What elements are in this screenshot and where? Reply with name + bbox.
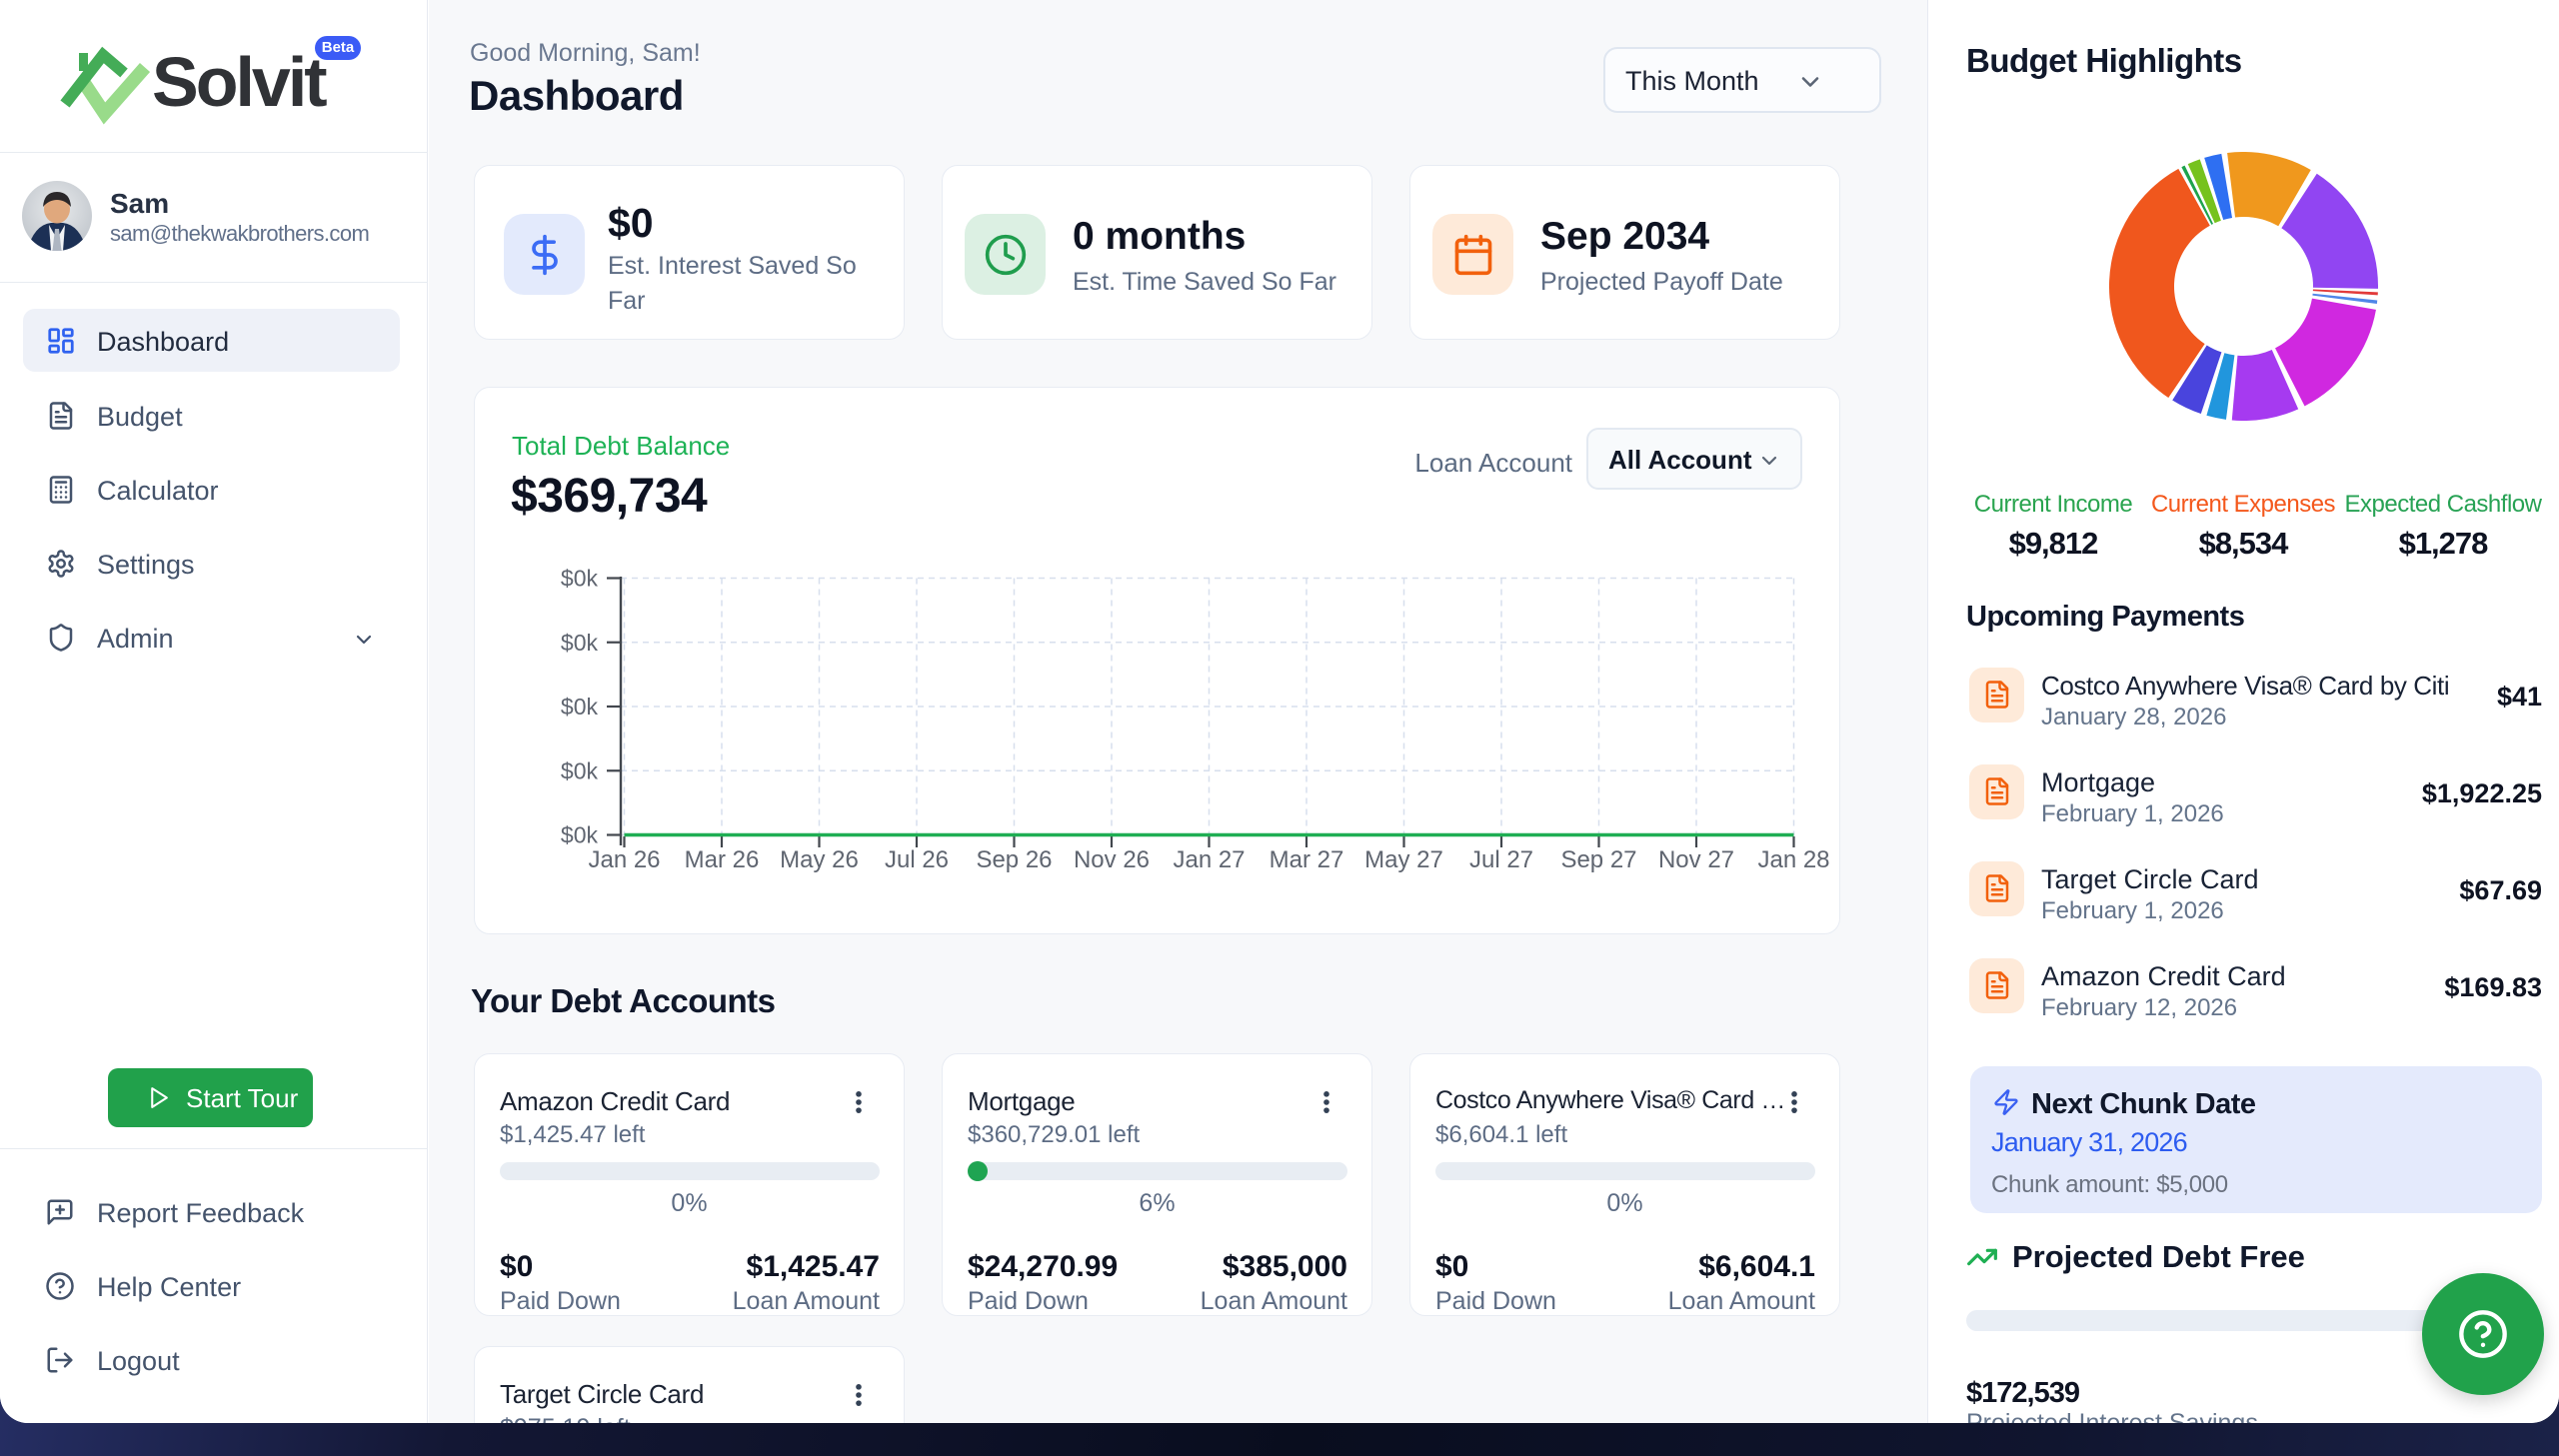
svg-text:May 27: May 27 [1364, 846, 1443, 873]
svg-text:Nov 26: Nov 26 [1074, 846, 1150, 873]
svg-text:$0k: $0k [561, 694, 599, 720]
svg-text:Jan 27: Jan 27 [1173, 846, 1245, 873]
svg-text:Sep 27: Sep 27 [1560, 846, 1636, 873]
svg-text:$0k: $0k [561, 630, 599, 656]
svg-text:Jan 28: Jan 28 [1757, 846, 1829, 873]
svg-text:Mar 26: Mar 26 [685, 846, 760, 873]
svg-text:Jan 26: Jan 26 [588, 846, 660, 873]
svg-text:Nov 27: Nov 27 [1658, 846, 1734, 873]
svg-text:Sep 26: Sep 26 [976, 846, 1052, 873]
svg-text:Jul 26: Jul 26 [885, 846, 949, 873]
svg-text:$0k: $0k [561, 822, 599, 848]
svg-text:Mar 27: Mar 27 [1270, 846, 1344, 873]
svg-text:May 26: May 26 [780, 846, 859, 873]
svg-text:$0k: $0k [561, 757, 599, 783]
svg-text:$0k: $0k [561, 566, 599, 592]
svg-text:Jul 27: Jul 27 [1469, 846, 1533, 873]
